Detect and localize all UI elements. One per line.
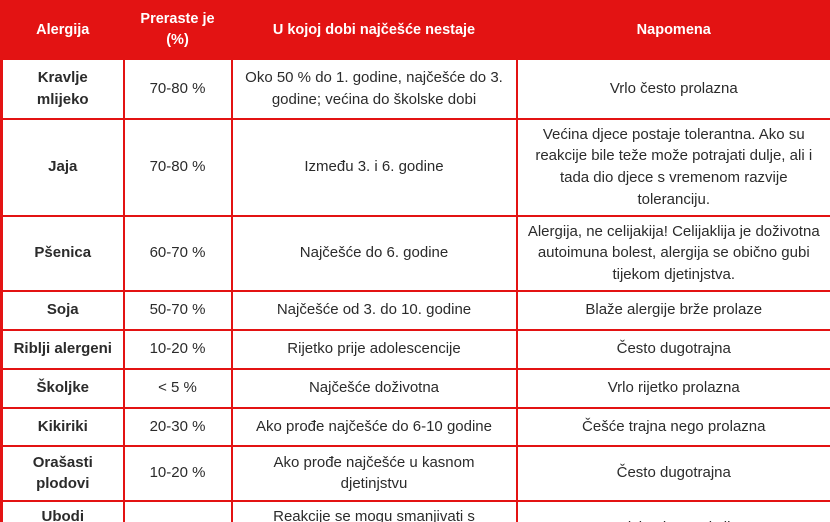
cell-outgrow-percent: 20-30 % [122, 406, 233, 447]
table-header-row: Alergija Preraste je (%) U kojoj dobi na… [0, 0, 830, 60]
table-row: Kravlje mlijeko 70-80 % Oko 50 % do 1. g… [0, 57, 830, 120]
cell-note: Većina djece postaje tolerantna. Ako su … [515, 117, 830, 217]
cell-note: Vrlo često prolazna [515, 57, 830, 120]
cell-note: Ovisi o tipu reakcije [515, 499, 830, 522]
cell-age-resolves: Najčešće doživotna [230, 367, 518, 409]
cell-note: Vrlo rijetko prolazna [515, 367, 830, 409]
cell-outgrow-percent: < 5 % [122, 367, 233, 409]
cell-allergy: Kikiriki [0, 406, 125, 447]
cell-note: Češće trajna nego prolazna [515, 406, 830, 447]
cell-allergy: Kravlje mlijeko [0, 57, 125, 120]
cell-age-resolves: Najčešće do 6. godine [230, 214, 518, 292]
cell-allergy: Ubodi insekata [0, 499, 125, 522]
cell-age-resolves: Ako prođe najčešće u kasnom djetinjstvu [230, 444, 518, 502]
cell-outgrow-percent: 10-20 % [122, 328, 233, 370]
table-row: Školjke < 5 % Najčešće doživotna Vrlo ri… [0, 367, 830, 409]
cell-outgrow-percent: 50-70 % [122, 289, 233, 331]
cell-outgrow-percent: 60-70 % [122, 214, 233, 292]
table-row: Jaja 70-80 % Između 3. i 6. godine Većin… [0, 117, 830, 217]
cell-note: Alergija, ne celijakija! Celijaklija je … [515, 214, 830, 292]
header-age-resolves: U kojoj dobi najčešće nestaje [230, 0, 518, 60]
table-row: Kikiriki 20-30 % Ako prođe najčešće do 6… [0, 406, 830, 447]
cell-outgrow-percent [122, 499, 233, 522]
header-outgrow-percent: Preraste je (%) [122, 0, 233, 60]
cell-outgrow-percent: 70-80 % [122, 57, 233, 120]
cell-age-resolves: Između 3. i 6. godine [230, 117, 518, 217]
cell-age-resolves: Reakcije se mogu smanjivati s godinama [230, 499, 518, 522]
cell-note: Blaže alergije brže prolaze [515, 289, 830, 331]
cell-age-resolves: Oko 50 % do 1. godine, najčešće do 3. go… [230, 57, 518, 120]
header-note: Napomena [515, 0, 830, 60]
cell-allergy: Školjke [0, 367, 125, 409]
table-row: Riblji alergeni 10-20 % Rijetko prije ad… [0, 328, 830, 370]
cell-allergy: Pšenica [0, 214, 125, 292]
cell-age-resolves: Najčešće od 3. do 10. godine [230, 289, 518, 331]
cell-outgrow-percent: 10-20 % [122, 444, 233, 502]
table-row: Soja 50-70 % Najčešće od 3. do 10. godin… [0, 289, 830, 331]
cell-outgrow-percent: 70-80 % [122, 117, 233, 217]
cell-note: Često dugotrajna [515, 444, 830, 502]
header-allergy: Alergija [0, 0, 125, 60]
cell-age-resolves: Ako prođe najčešće do 6-10 godine [230, 406, 518, 447]
cell-allergy: Jaja [0, 117, 125, 217]
cell-allergy: Orašasti plodovi [0, 444, 125, 502]
table-row: Pšenica 60-70 % Najčešće do 6. godine Al… [0, 214, 830, 292]
table-row: Ubodi insekata Reakcije se mogu smanjiva… [0, 499, 830, 522]
cell-age-resolves: Rijetko prije adolescencije [230, 328, 518, 370]
table-row: Orašasti plodovi 10-20 % Ako prođe najče… [0, 444, 830, 502]
cell-note: Često dugotrajna [515, 328, 830, 370]
cell-allergy: Soja [0, 289, 125, 331]
cell-allergy: Riblji alergeni [0, 328, 125, 370]
